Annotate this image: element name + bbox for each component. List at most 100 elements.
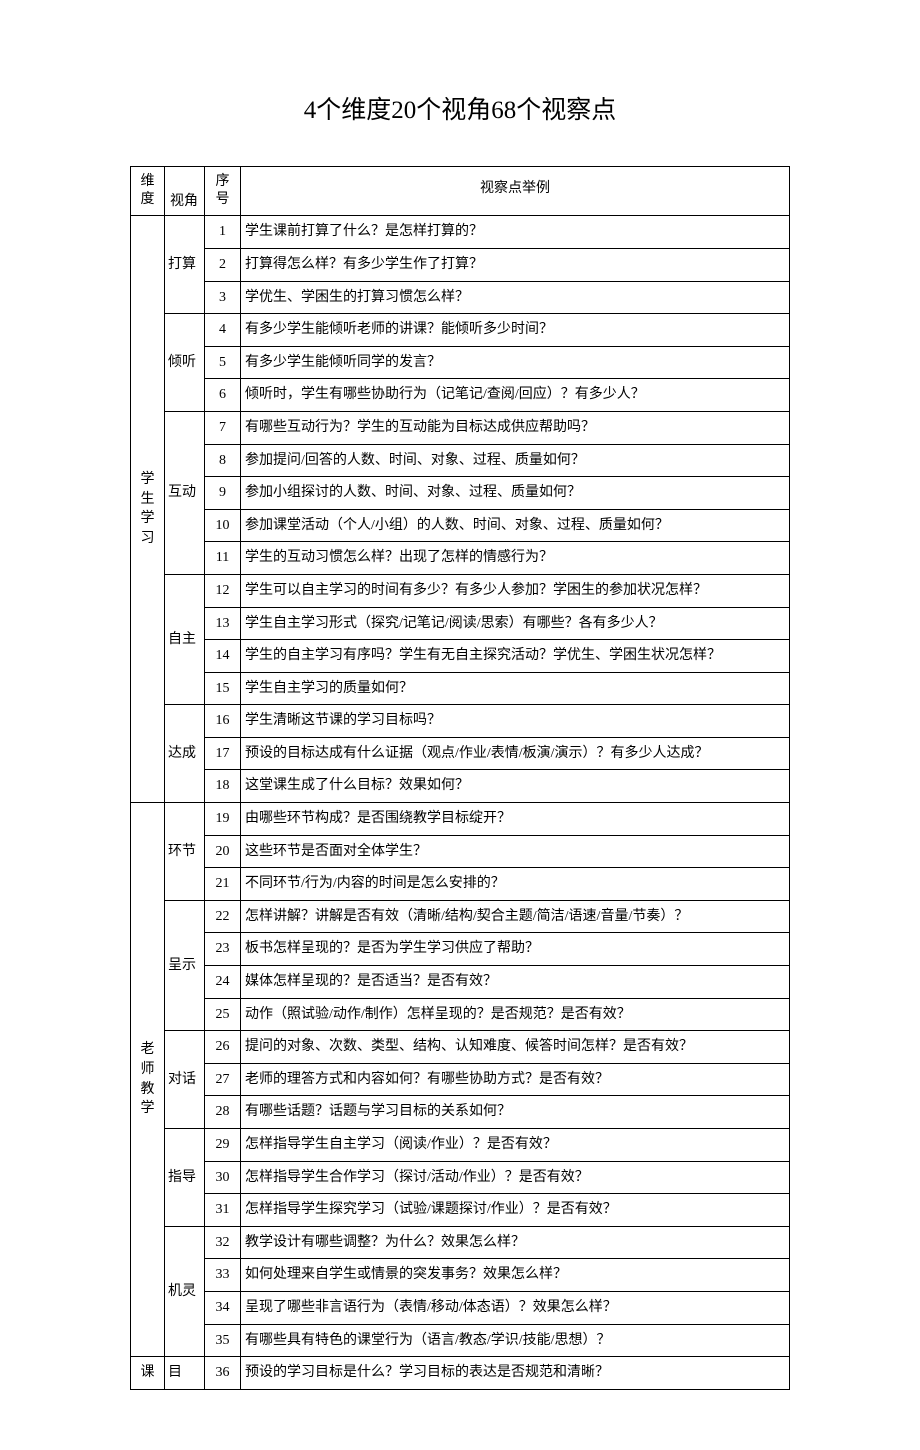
content-cell: 板书怎样呈现的？是否为学生学习供应了帮助？ xyxy=(241,933,790,966)
content-cell: 老师的理答方式和内容如何？有哪些协助方式？是否有效？ xyxy=(241,1063,790,1096)
table-row: 学生学习打算1学生课前打算了什么？是怎样打算的？ xyxy=(131,216,790,249)
content-cell: 学生清晰这节课的学习目标吗？ xyxy=(241,705,790,738)
index-cell: 17 xyxy=(205,737,241,770)
index-cell: 21 xyxy=(205,868,241,901)
table-row: 27老师的理答方式和内容如何？有哪些协助方式？是否有效？ xyxy=(131,1063,790,1096)
content-cell: 怎样指导学生自主学习（阅读/作业）？是否有效？ xyxy=(241,1129,790,1162)
index-cell: 10 xyxy=(205,509,241,542)
table-row: 达成16学生清晰这节课的学习目标吗？ xyxy=(131,705,790,738)
index-cell: 18 xyxy=(205,770,241,803)
content-cell: 提问的对象、次数、类型、结构、认知难度、候答时间怎样？是否有效？ xyxy=(241,1031,790,1064)
index-cell: 29 xyxy=(205,1129,241,1162)
table-row: 13学生自主学习形式（探究/记笔记/阅读/思索）有哪些？各有多少人？ xyxy=(131,607,790,640)
index-cell: 2 xyxy=(205,248,241,281)
index-cell: 26 xyxy=(205,1031,241,1064)
perspective-cell: 对话 xyxy=(165,1031,205,1129)
table-row: 10参加课堂活动（个人/小组）的人数、时间、对象、过程、质量如何？ xyxy=(131,509,790,542)
index-cell: 4 xyxy=(205,314,241,347)
table-header-row: 维度视角序号视察点举例 xyxy=(131,167,790,216)
content-cell: 有多少学生能倾听老师的讲课？能倾听多少时间？ xyxy=(241,314,790,347)
perspective-cell: 互动 xyxy=(165,411,205,574)
table-row: 30怎样指导学生合作学习（探讨/活动/作业）？是否有效？ xyxy=(131,1161,790,1194)
content-cell: 有哪些具有特色的课堂行为（语言/教态/学识/技能/思想）？ xyxy=(241,1324,790,1357)
table-row: 对话26提问的对象、次数、类型、结构、认知难度、候答时间怎样？是否有效？ xyxy=(131,1031,790,1064)
content-cell: 教学设计有哪些调整？为什么？效果怎么样？ xyxy=(241,1226,790,1259)
index-cell: 8 xyxy=(205,444,241,477)
index-cell: 28 xyxy=(205,1096,241,1129)
table-row: 23板书怎样呈现的？是否为学生学习供应了帮助？ xyxy=(131,933,790,966)
content-cell: 媒体怎样呈现的？是否适当？是否有效？ xyxy=(241,966,790,999)
index-cell: 5 xyxy=(205,346,241,379)
index-cell: 7 xyxy=(205,411,241,444)
content-cell: 有哪些互动行为？学生的互动能为目标达成供应帮助吗？ xyxy=(241,411,790,444)
content-cell: 参加提问/回答的人数、时间、对象、过程、质量如何？ xyxy=(241,444,790,477)
content-cell: 参加课堂活动（个人/小组）的人数、时间、对象、过程、质量如何？ xyxy=(241,509,790,542)
perspective-cell: 达成 xyxy=(165,705,205,803)
table-row: 35有哪些具有特色的课堂行为（语言/教态/学识/技能/思想）？ xyxy=(131,1324,790,1357)
content-cell: 学生可以自主学习的时间有多少？有多少人参加？学困生的参加状况怎样？ xyxy=(241,574,790,607)
table-row: 25动作（照试验/动作/制作）怎样呈现的？是否规范？是否有效？ xyxy=(131,998,790,1031)
dimension-cell: 老师教学 xyxy=(131,803,165,1357)
index-cell: 24 xyxy=(205,966,241,999)
index-cell: 25 xyxy=(205,998,241,1031)
table-row: 5有多少学生能倾听同学的发言？ xyxy=(131,346,790,379)
index-cell: 9 xyxy=(205,477,241,510)
table-row: 指导29怎样指导学生自主学习（阅读/作业）？是否有效？ xyxy=(131,1129,790,1162)
index-cell: 30 xyxy=(205,1161,241,1194)
content-cell: 呈现了哪些非言语行为（表情/移动/体态语）？效果怎么样？ xyxy=(241,1291,790,1324)
content-cell: 怎样指导学生探究学习（试验/课题探讨/作业）？是否有效？ xyxy=(241,1194,790,1227)
perspective-cell: 打算 xyxy=(165,216,205,314)
table-row: 17预设的目标达成有什么证据（观点/作业/表情/板演/演示）？有多少人达成？ xyxy=(131,737,790,770)
content-cell: 学生自主学习形式（探究/记笔记/阅读/思索）有哪些？各有多少人？ xyxy=(241,607,790,640)
perspective-cell: 倾听 xyxy=(165,314,205,412)
index-cell: 13 xyxy=(205,607,241,640)
table-row: 自主12学生可以自主学习的时间有多少？有多少人参加？学困生的参加状况怎样？ xyxy=(131,574,790,607)
header-perspective: 视角 xyxy=(165,167,205,216)
table-row: 11学生的互动习惯怎么样？出现了怎样的情感行为？ xyxy=(131,542,790,575)
content-cell: 学生自主学习的质量如何？ xyxy=(241,672,790,705)
index-cell: 14 xyxy=(205,640,241,673)
table-row: 18这堂课生成了什么目标？效果如何？ xyxy=(131,770,790,803)
index-cell: 11 xyxy=(205,542,241,575)
index-cell: 35 xyxy=(205,1324,241,1357)
index-cell: 19 xyxy=(205,803,241,836)
index-cell: 34 xyxy=(205,1291,241,1324)
content-cell: 预设的学习目标是什么？学习目标的表达是否规范和清晰？ xyxy=(241,1357,790,1390)
index-cell: 6 xyxy=(205,379,241,412)
index-cell: 3 xyxy=(205,281,241,314)
table-row: 2打算得怎么样？有多少学生作了打算？ xyxy=(131,248,790,281)
table-row: 3学优生、学困生的打算习惯怎么样？ xyxy=(131,281,790,314)
content-cell: 有哪些话题？话题与学习目标的关系如何？ xyxy=(241,1096,790,1129)
content-cell: 学生的互动习惯怎么样？出现了怎样的情感行为？ xyxy=(241,542,790,575)
content-cell: 由哪些环节构成？是否围绕教学目标绽开？ xyxy=(241,803,790,836)
content-cell: 怎样指导学生合作学习（探讨/活动/作业）？是否有效？ xyxy=(241,1161,790,1194)
index-cell: 16 xyxy=(205,705,241,738)
index-cell: 33 xyxy=(205,1259,241,1292)
content-cell: 这些环节是否面对全体学生？ xyxy=(241,835,790,868)
index-cell: 20 xyxy=(205,835,241,868)
index-cell: 1 xyxy=(205,216,241,249)
dimension-cell: 学生学习 xyxy=(131,216,165,803)
table-row: 28有哪些话题？话题与学习目标的关系如何？ xyxy=(131,1096,790,1129)
content-cell: 学生课前打算了什么？是怎样打算的？ xyxy=(241,216,790,249)
table-row: 20这些环节是否面对全体学生？ xyxy=(131,835,790,868)
index-cell: 12 xyxy=(205,574,241,607)
table-row: 24媒体怎样呈现的？是否适当？是否有效？ xyxy=(131,966,790,999)
header-index: 序号 xyxy=(205,167,241,216)
perspective-cell: 指导 xyxy=(165,1129,205,1227)
content-cell: 倾听时，学生有哪些协助行为（记笔记/查阅/回应）？有多少人？ xyxy=(241,379,790,412)
table-row: 课目36预设的学习目标是什么？学习目标的表达是否规范和清晰？ xyxy=(131,1357,790,1390)
index-cell: 31 xyxy=(205,1194,241,1227)
table-row: 呈示22怎样讲解？讲解是否有效（清晰/结构/契合主题/简洁/语速/音量/节奏）？ xyxy=(131,900,790,933)
table-row: 33如何处理来自学生或情景的突发事务？效果怎么样？ xyxy=(131,1259,790,1292)
page-title: 4个维度20个视角68个视察点 xyxy=(130,90,790,126)
perspective-cell: 目 xyxy=(165,1357,205,1390)
content-cell: 打算得怎么样？有多少学生作了打算？ xyxy=(241,248,790,281)
dimension-cell: 课 xyxy=(131,1357,165,1390)
content-cell: 不同环节/行为/内容的时间是怎么安排的？ xyxy=(241,868,790,901)
content-cell: 怎样讲解？讲解是否有效（清晰/结构/契合主题/简洁/语速/音量/节奏）？ xyxy=(241,900,790,933)
table-row: 14学生的自主学习有序吗？学生有无自主探究活动？学优生、学困生状况怎样？ xyxy=(131,640,790,673)
table-row: 34呈现了哪些非言语行为（表情/移动/体态语）？效果怎么样？ xyxy=(131,1291,790,1324)
perspective-cell: 机灵 xyxy=(165,1226,205,1356)
table-row: 21不同环节/行为/内容的时间是怎么安排的？ xyxy=(131,868,790,901)
